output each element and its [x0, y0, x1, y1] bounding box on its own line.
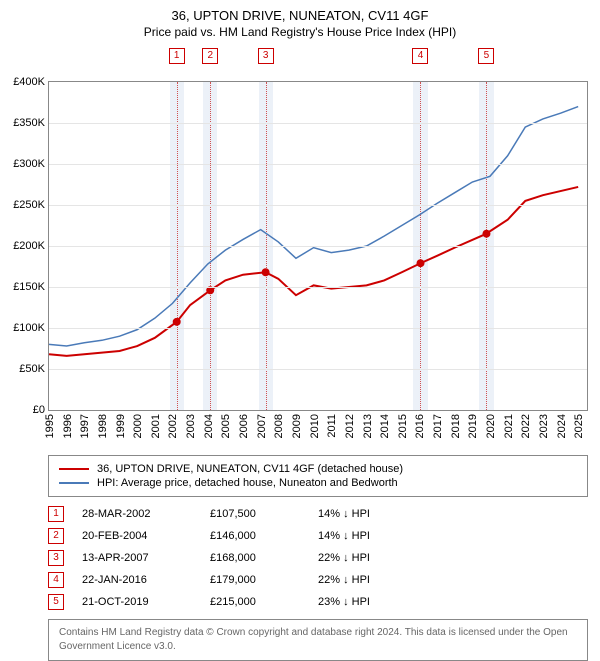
x-axis-label: 2001 — [150, 414, 162, 438]
sale-row: 3 13-APR-2007 £168,000 22% ↓ HPI — [48, 547, 588, 569]
y-axis-label: £350K — [13, 117, 45, 129]
x-axis-label: 2014 — [379, 414, 391, 438]
x-axis-label: 2024 — [556, 414, 568, 438]
sale-diff: 23% ↓ HPI — [318, 596, 588, 608]
x-axis-label: 2009 — [291, 414, 303, 438]
sale-marker: 3 — [258, 48, 274, 64]
sale-marker: 5 — [478, 48, 494, 64]
x-axis-label: 2007 — [256, 414, 268, 438]
x-axis-label: 2005 — [220, 414, 232, 438]
chart-container: 36, UPTON DRIVE, NUNEATON, CV11 4GF Pric… — [0, 0, 600, 661]
sale-index: 2 — [48, 528, 64, 544]
y-axis-label: £100K — [13, 322, 45, 334]
attribution: Contains HM Land Registry data © Crown c… — [48, 619, 588, 661]
y-axis-label: £150K — [13, 281, 45, 293]
x-axis-label: 2012 — [344, 414, 356, 438]
sale-date: 20-FEB-2004 — [82, 530, 192, 542]
sale-row: 4 22-JAN-2016 £179,000 22% ↓ HPI — [48, 569, 588, 591]
y-axis-label: £400K — [13, 76, 45, 88]
sale-diff: 22% ↓ HPI — [318, 574, 588, 586]
y-axis-label: £50K — [19, 363, 45, 375]
x-axis-label: 2000 — [132, 414, 144, 438]
y-axis-label: £200K — [13, 240, 45, 252]
sales-table: 1 28-MAR-2002 £107,500 14% ↓ HPI 2 20-FEB-200… — [48, 503, 588, 613]
x-axis-label: 2019 — [467, 414, 479, 438]
x-axis-label: 2010 — [309, 414, 321, 438]
sale-date: 13-APR-2007 — [82, 552, 192, 564]
sale-price: £179,000 — [210, 574, 300, 586]
sale-date: 28-MAR-2002 — [82, 508, 192, 520]
legend: 36, UPTON DRIVE, NUNEATON, CV11 4GF (det… — [48, 455, 588, 497]
x-axis-label: 2015 — [397, 414, 409, 438]
sale-price: £168,000 — [210, 552, 300, 564]
legend-swatch — [59, 468, 89, 470]
sale-marker: 4 — [412, 48, 428, 64]
x-axis-label: 1999 — [115, 414, 127, 438]
x-axis-label: 1995 — [44, 414, 56, 438]
sale-diff: 22% ↓ HPI — [318, 552, 588, 564]
sale-index: 3 — [48, 550, 64, 566]
legend-swatch — [59, 482, 89, 484]
sale-diff: 14% ↓ HPI — [318, 508, 588, 520]
sale-row: 2 20-FEB-2004 £146,000 14% ↓ HPI — [48, 525, 588, 547]
x-axis-label: 2017 — [432, 414, 444, 438]
chart-subtitle: Price paid vs. HM Land Registry's House … — [0, 23, 600, 45]
plot-area: £0£50K£100K£150K£200K£250K£300K£350K£400… — [48, 81, 588, 411]
x-axis-label: 2011 — [326, 414, 338, 438]
sale-index: 1 — [48, 506, 64, 522]
legend-label: HPI: Average price, detached house, Nune… — [97, 477, 398, 489]
x-axis-label: 2006 — [238, 414, 250, 438]
chart-title: 36, UPTON DRIVE, NUNEATON, CV11 4GF — [0, 0, 600, 23]
x-axis-label: 2022 — [520, 414, 532, 438]
sale-diff: 14% ↓ HPI — [318, 530, 588, 542]
sale-price: £215,000 — [210, 596, 300, 608]
sale-price: £107,500 — [210, 508, 300, 520]
sale-index: 5 — [48, 594, 64, 610]
x-axis-label: 1998 — [97, 414, 109, 438]
x-axis-label: 1997 — [79, 414, 91, 438]
x-axis-label: 2023 — [538, 414, 550, 438]
x-axis-label: 2013 — [362, 414, 374, 438]
legend-item: HPI: Average price, detached house, Nune… — [59, 476, 577, 490]
sale-price: £146,000 — [210, 530, 300, 542]
sale-index: 4 — [48, 572, 64, 588]
legend-label: 36, UPTON DRIVE, NUNEATON, CV11 4GF (det… — [97, 463, 403, 475]
x-axis-label: 2008 — [273, 414, 285, 438]
sale-date: 21-OCT-2019 — [82, 596, 192, 608]
x-axis-label: 2003 — [185, 414, 197, 438]
sale-row: 1 28-MAR-2002 £107,500 14% ↓ HPI — [48, 503, 588, 525]
x-axis-label: 2021 — [503, 414, 515, 438]
x-axis-label: 1996 — [62, 414, 74, 438]
y-axis-label: £250K — [13, 199, 45, 211]
x-axis-label: 2002 — [167, 414, 179, 438]
x-axis-label: 2004 — [203, 414, 215, 438]
x-axis-label: 2018 — [450, 414, 462, 438]
sale-marker: 2 — [202, 48, 218, 64]
sale-date: 22-JAN-2016 — [82, 574, 192, 586]
x-axis-label: 2025 — [573, 414, 585, 438]
x-axis-label: 2020 — [485, 414, 497, 438]
x-axis-label: 2016 — [414, 414, 426, 438]
legend-item: 36, UPTON DRIVE, NUNEATON, CV11 4GF (det… — [59, 462, 577, 476]
y-axis-label: £300K — [13, 158, 45, 170]
sale-marker: 1 — [169, 48, 185, 64]
sale-row: 5 21-OCT-2019 £215,000 23% ↓ HPI — [48, 591, 588, 613]
